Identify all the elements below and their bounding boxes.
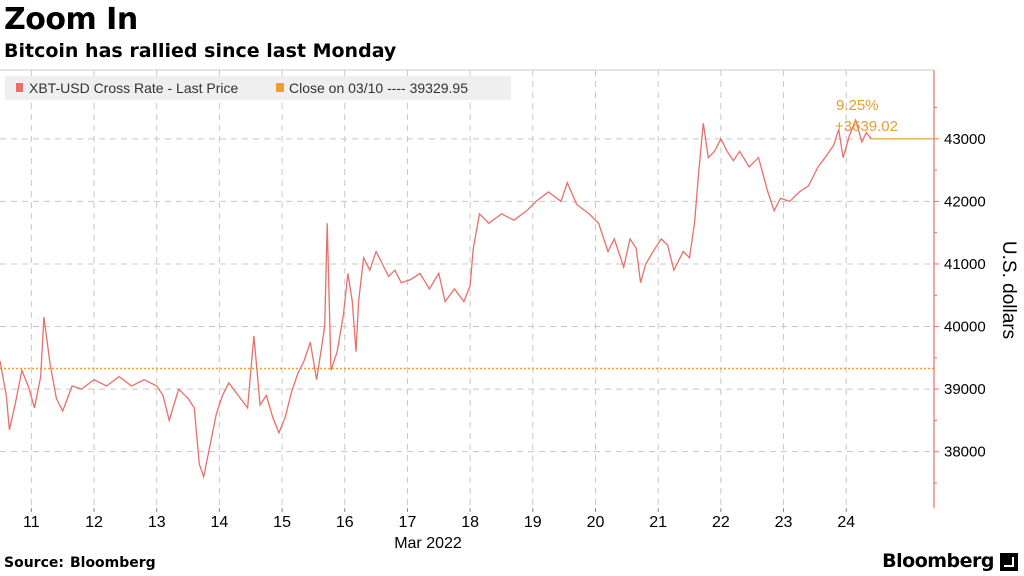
y-tick-label: 43000 xyxy=(944,131,986,148)
x-tick-label: 23 xyxy=(775,514,793,531)
x-axis: 11 12 13 14 15 16 17 18 19 20 21 22 23 24 xyxy=(23,508,855,531)
chart-subtitle: Bitcoin has rallied since last Monday xyxy=(4,40,397,62)
y-axis: 38000 39000 40000 41000 42000 43000 xyxy=(933,70,986,508)
x-tick-label: 15 xyxy=(273,514,291,531)
annotation-change: +3639.02 xyxy=(835,118,898,135)
y-tick-label: 42000 xyxy=(944,193,986,210)
x-tick-label: 11 xyxy=(23,514,40,531)
annotation-percent: 9.25% xyxy=(836,97,879,114)
x-tick-label: 14 xyxy=(210,514,228,531)
x-tick-label: 18 xyxy=(461,514,479,531)
source-label: Source: xyxy=(4,555,64,571)
legend-price-marker xyxy=(16,83,23,92)
x-tick-label: 19 xyxy=(524,514,542,531)
legend: XBT-USD Cross Rate - Last Price Close on… xyxy=(5,76,511,100)
legend-price-label: XBT-USD Cross Rate - Last Price xyxy=(29,80,238,96)
y-tick-label: 41000 xyxy=(944,256,986,273)
y-tick-label: 39000 xyxy=(944,381,986,398)
y-tick-label: 38000 xyxy=(944,444,986,461)
legend-reference-marker xyxy=(276,83,284,92)
x-tick-label: 12 xyxy=(85,514,103,531)
y-axis-label: U.S. dollars xyxy=(998,241,1019,339)
brand-icon xyxy=(1000,553,1018,571)
x-tick-label: 17 xyxy=(399,514,417,531)
x-tick-label: 24 xyxy=(837,514,855,531)
x-tick-label: 16 xyxy=(336,514,354,531)
x-axis-label: Mar 2022 xyxy=(394,535,462,552)
x-tick-label: 13 xyxy=(148,514,166,531)
legend-reference-label: Close on 03/10 ---- 39329.95 xyxy=(289,80,468,96)
chart-title: Zoom In xyxy=(4,2,138,37)
x-tick-label: 22 xyxy=(712,514,730,531)
source-value: Bloomberg xyxy=(69,555,156,571)
x-tick-label: 20 xyxy=(587,514,605,531)
grid-layer xyxy=(0,69,934,508)
x-tick-label: 21 xyxy=(649,514,667,531)
price-line xyxy=(0,118,872,480)
source-line: Source: Bloomberg xyxy=(4,555,156,571)
y-tick-label: 40000 xyxy=(944,319,986,336)
brand-logo: Bloomberg xyxy=(882,550,994,572)
